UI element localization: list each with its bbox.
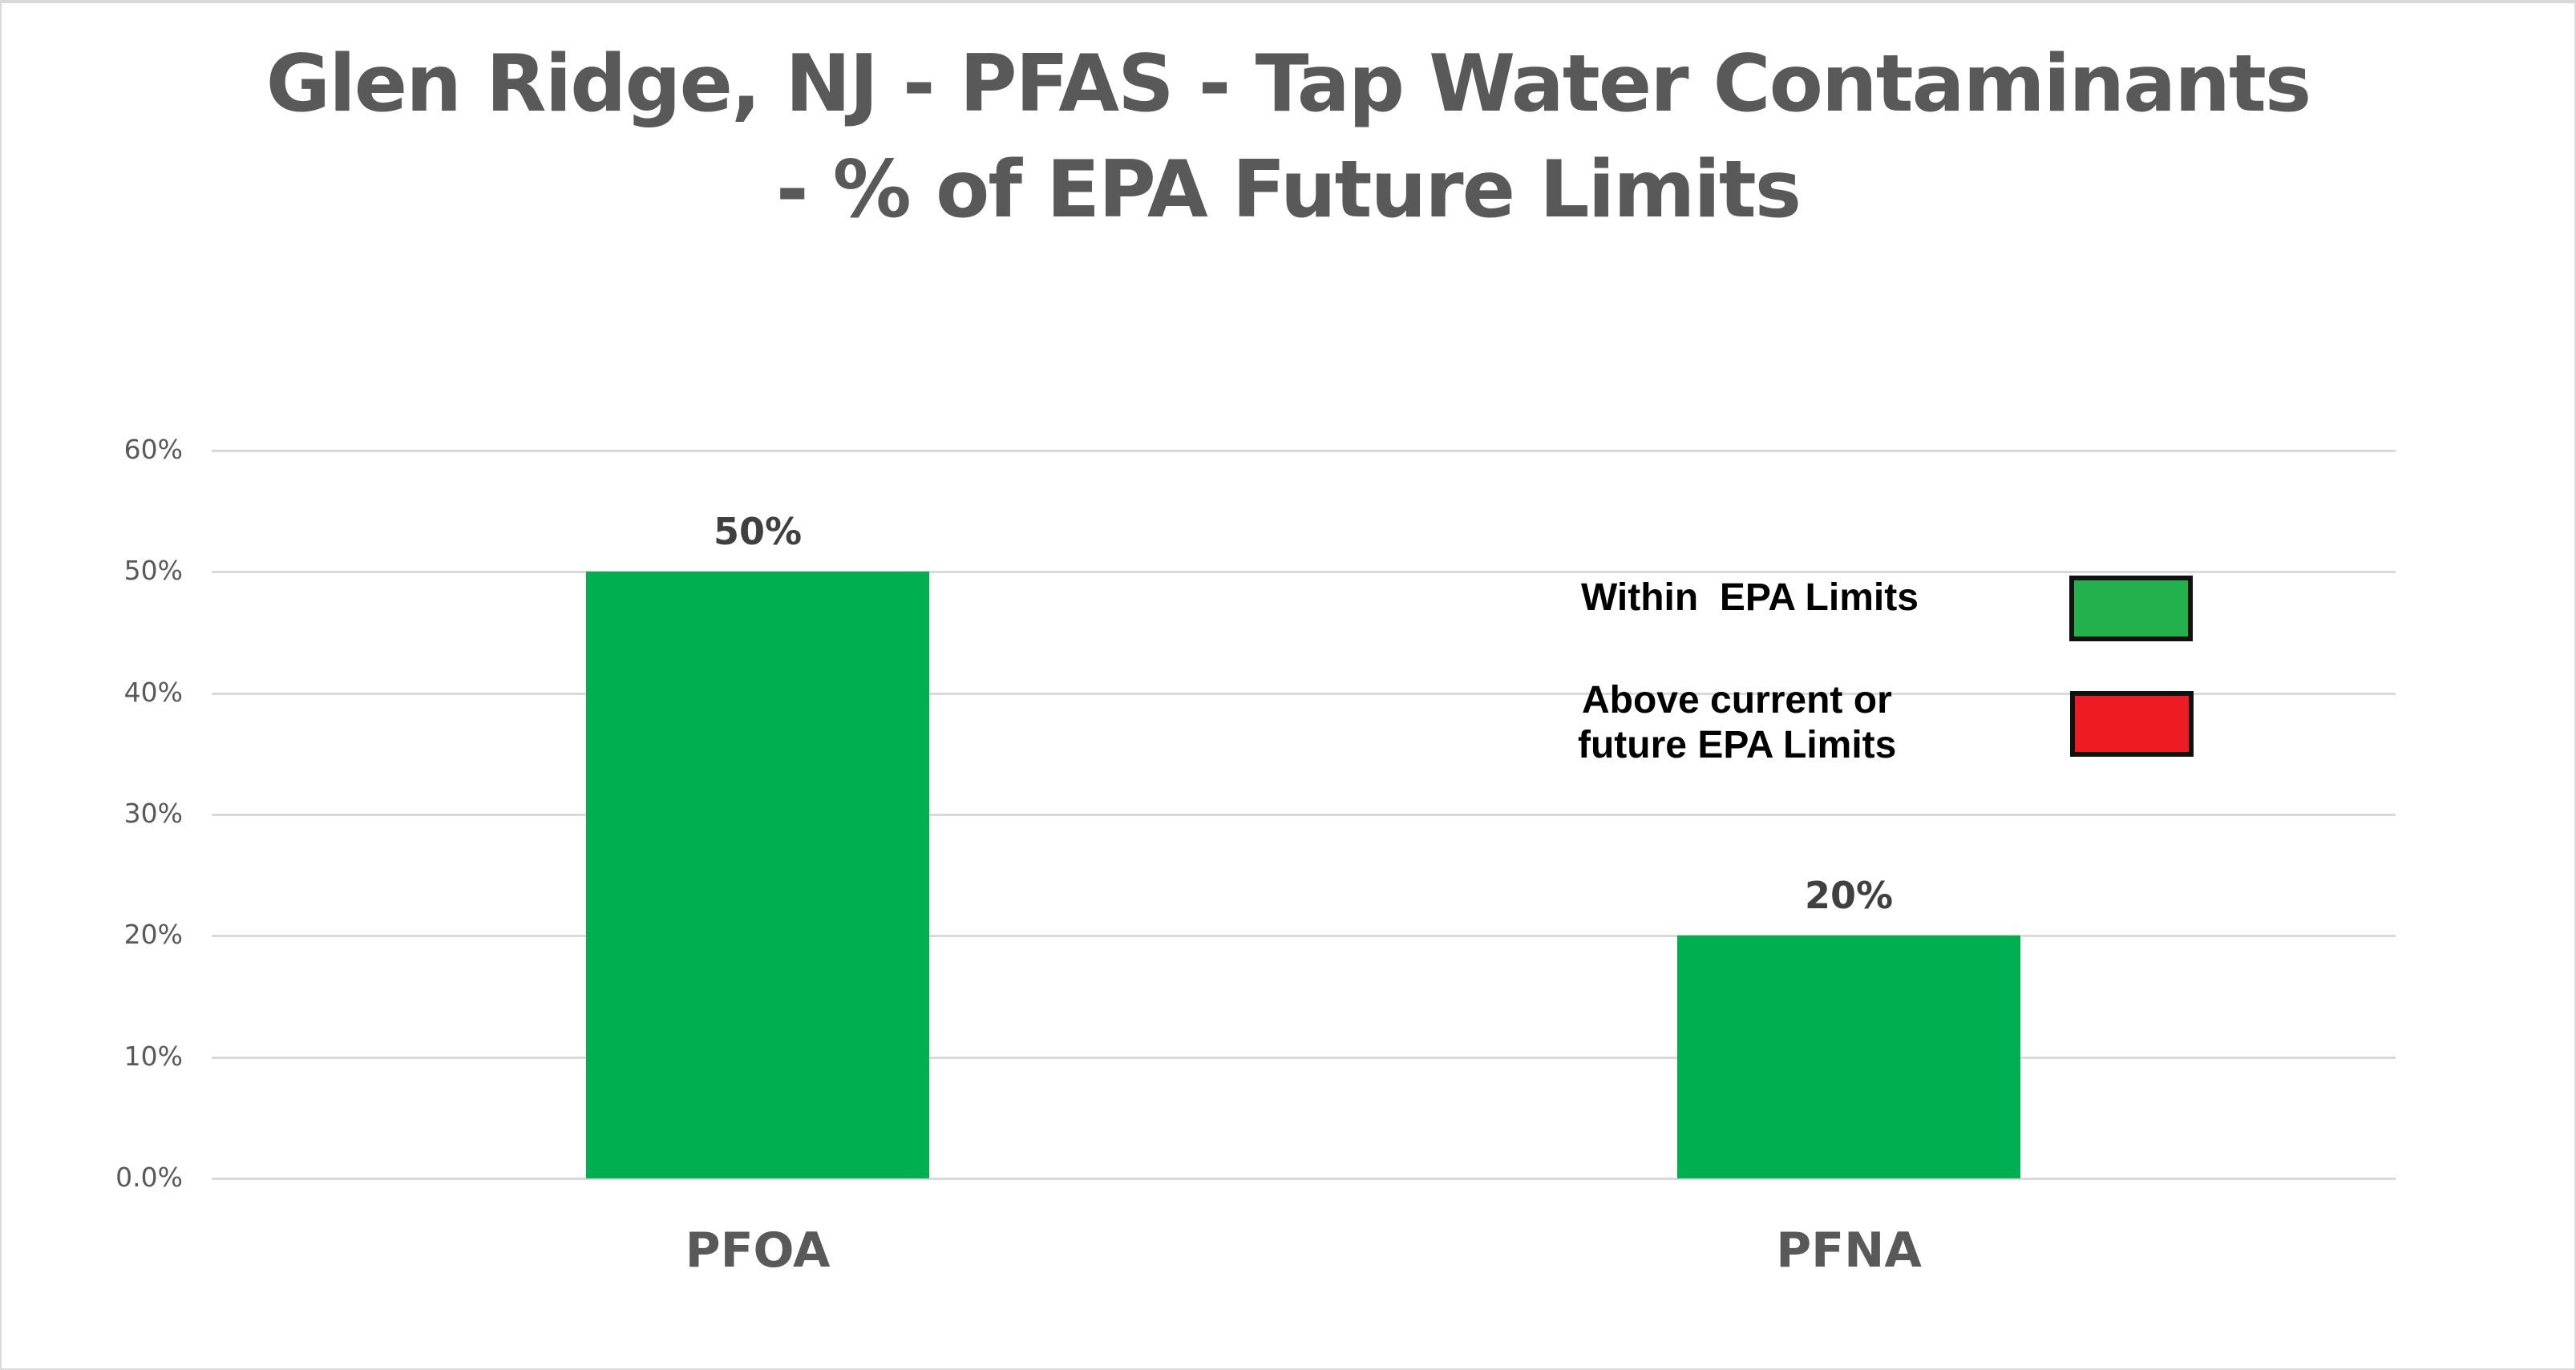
chart-title-line2: - % of EPA Future Limits — [775, 144, 1802, 236]
gridline-40 — [212, 693, 2396, 695]
y-tick-0: 0.0% — [115, 1162, 183, 1193]
legend-label-above-line2: future EPA Limits — [1578, 724, 1897, 766]
y-tick-50: 50% — [123, 555, 183, 586]
bar-pfna — [1677, 936, 2020, 1178]
chart-title-line1: Glen Ridge, NJ - PFAS - Tap Water Contam… — [265, 38, 2311, 130]
gridline-0 — [212, 1178, 2396, 1180]
legend-label-above-line1: Above current or — [1582, 679, 1892, 721]
y-tick-30: 30% — [123, 798, 183, 829]
data-label-pfna: 20% — [1804, 874, 1894, 917]
legend-label-within: Within EPA Limits — [1581, 576, 1919, 619]
legend-swatch-red — [2070, 691, 2194, 757]
x-label-pfna: PFNA — [1776, 1222, 1922, 1279]
y-tick-20: 20% — [123, 919, 183, 950]
gridline-10 — [212, 1057, 2396, 1059]
legend-swatch-green — [2069, 576, 2193, 641]
gridline-20 — [212, 935, 2396, 937]
x-label-pfoa: PFOA — [685, 1222, 831, 1279]
bar-pfoa — [586, 572, 929, 1178]
y-tick-60: 60% — [123, 434, 183, 465]
y-tick-10: 10% — [123, 1041, 183, 1072]
y-tick-40: 40% — [123, 677, 183, 708]
gridline-60 — [212, 450, 2396, 452]
gridline-50 — [212, 571, 2396, 573]
data-label-pfoa: 50% — [713, 510, 803, 553]
gridline-30 — [212, 814, 2396, 816]
